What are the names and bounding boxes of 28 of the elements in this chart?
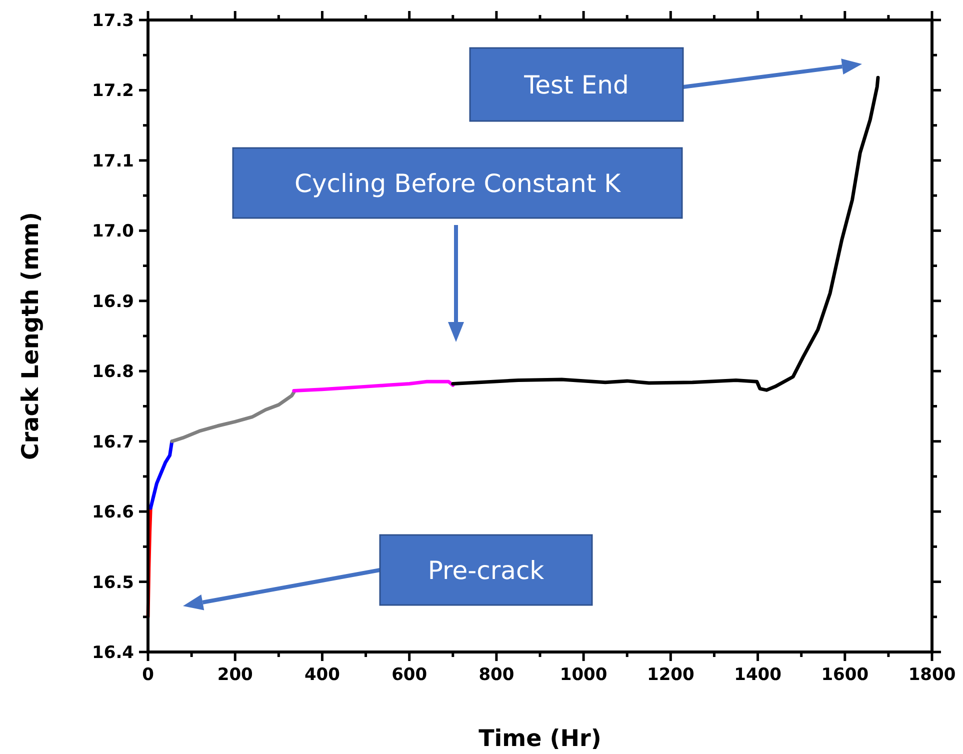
line-series — [148, 440, 174, 510]
y-tick-label: 16.5 — [92, 572, 134, 593]
y-tick-label: 16.9 — [92, 292, 134, 312]
annotation: Pre-crack — [428, 556, 545, 585]
annotation: Test End — [523, 70, 629, 100]
x-tick-label: 1800 — [908, 665, 956, 685]
y-tick-label: 16.8 — [92, 362, 134, 382]
y-tick-label: 16.4 — [92, 643, 134, 663]
x-tick-label: 0 — [142, 665, 154, 685]
y-tick-label: 17.0 — [92, 222, 134, 242]
y-axis-title: Crack Length (mm) — [18, 212, 44, 460]
x-tick-label: 1000 — [560, 665, 608, 685]
y-tick-label: 17.1 — [92, 151, 134, 172]
y-tick-label: 17.2 — [92, 81, 134, 102]
y-tick-label: 17.3 — [92, 11, 134, 31]
y-tick-label: 16.7 — [92, 432, 134, 452]
x-tick-label: 1200 — [647, 665, 694, 685]
x-tick-label: 200 — [217, 665, 254, 685]
x-tick-label: 600 — [392, 665, 428, 685]
annotation: Cycling Before Constant K — [294, 169, 622, 198]
y-tick-label: 16.6 — [92, 502, 134, 523]
x-axis-title: Time (Hr) — [478, 726, 602, 752]
x-tick-label: 800 — [478, 665, 514, 685]
x-tick-label: 1400 — [734, 665, 782, 685]
x-tick-label: 400 — [304, 665, 340, 685]
x-tick-label: 1600 — [821, 665, 869, 685]
line-series — [170, 390, 296, 444]
line-series — [292, 380, 455, 393]
